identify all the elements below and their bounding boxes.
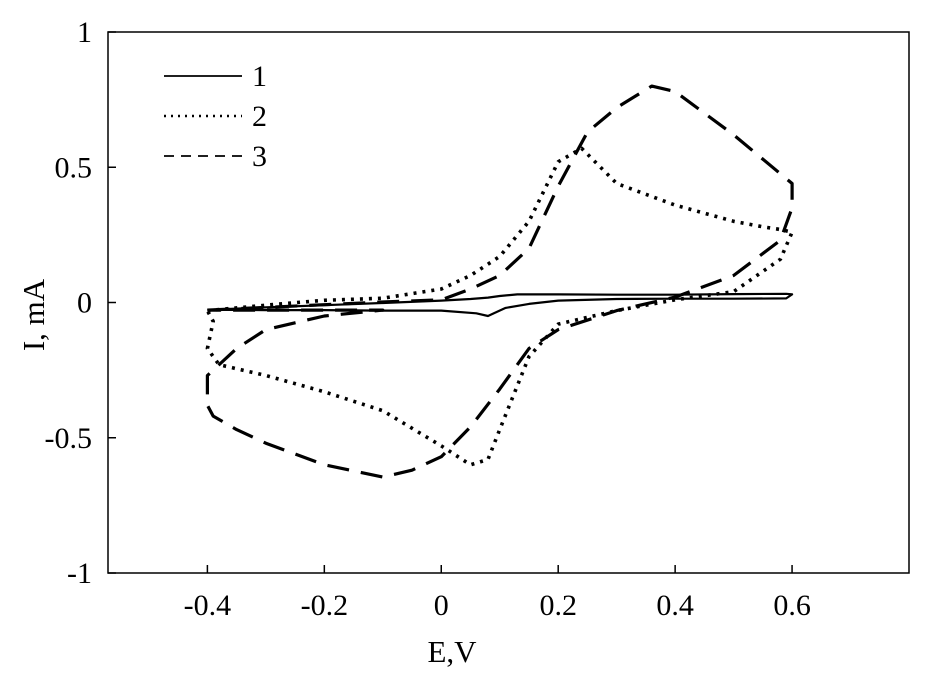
axis-ticks: -0.4 -0.2 0 0.2 0.4 0.6 1 0.5 0 -0.5 -1 bbox=[45, 16, 811, 622]
series-2-curve bbox=[205, 146, 794, 467]
x-tick-label: -0.4 bbox=[184, 589, 232, 622]
x-tick-label: 0.6 bbox=[773, 589, 811, 622]
x-tick-label: 0 bbox=[434, 589, 449, 622]
legend: 1 2 3 bbox=[164, 60, 267, 173]
x-tick-label: 0.4 bbox=[656, 589, 694, 622]
series-1-curve bbox=[207, 292, 794, 318]
x-axis-title: E,V bbox=[427, 634, 477, 669]
y-tick-label: 0 bbox=[77, 287, 92, 320]
legend-label-1: 1 bbox=[252, 60, 267, 93]
plot-frame bbox=[107, 31, 910, 574]
legend-label-3: 3 bbox=[252, 140, 267, 173]
series-3-curve bbox=[205, 84, 794, 479]
x-tick-label: 0.2 bbox=[539, 589, 577, 622]
legend-label-2: 2 bbox=[252, 100, 267, 133]
y-tick-label: -1 bbox=[67, 557, 92, 590]
y-tick-label: 0.5 bbox=[55, 151, 93, 184]
curves bbox=[205, 84, 794, 479]
x-tick-label: -0.2 bbox=[301, 589, 349, 622]
y-axis-title: I, mA bbox=[16, 278, 51, 351]
y-tick-label: -0.5 bbox=[45, 422, 93, 455]
y-tick-label: 1 bbox=[77, 16, 92, 49]
